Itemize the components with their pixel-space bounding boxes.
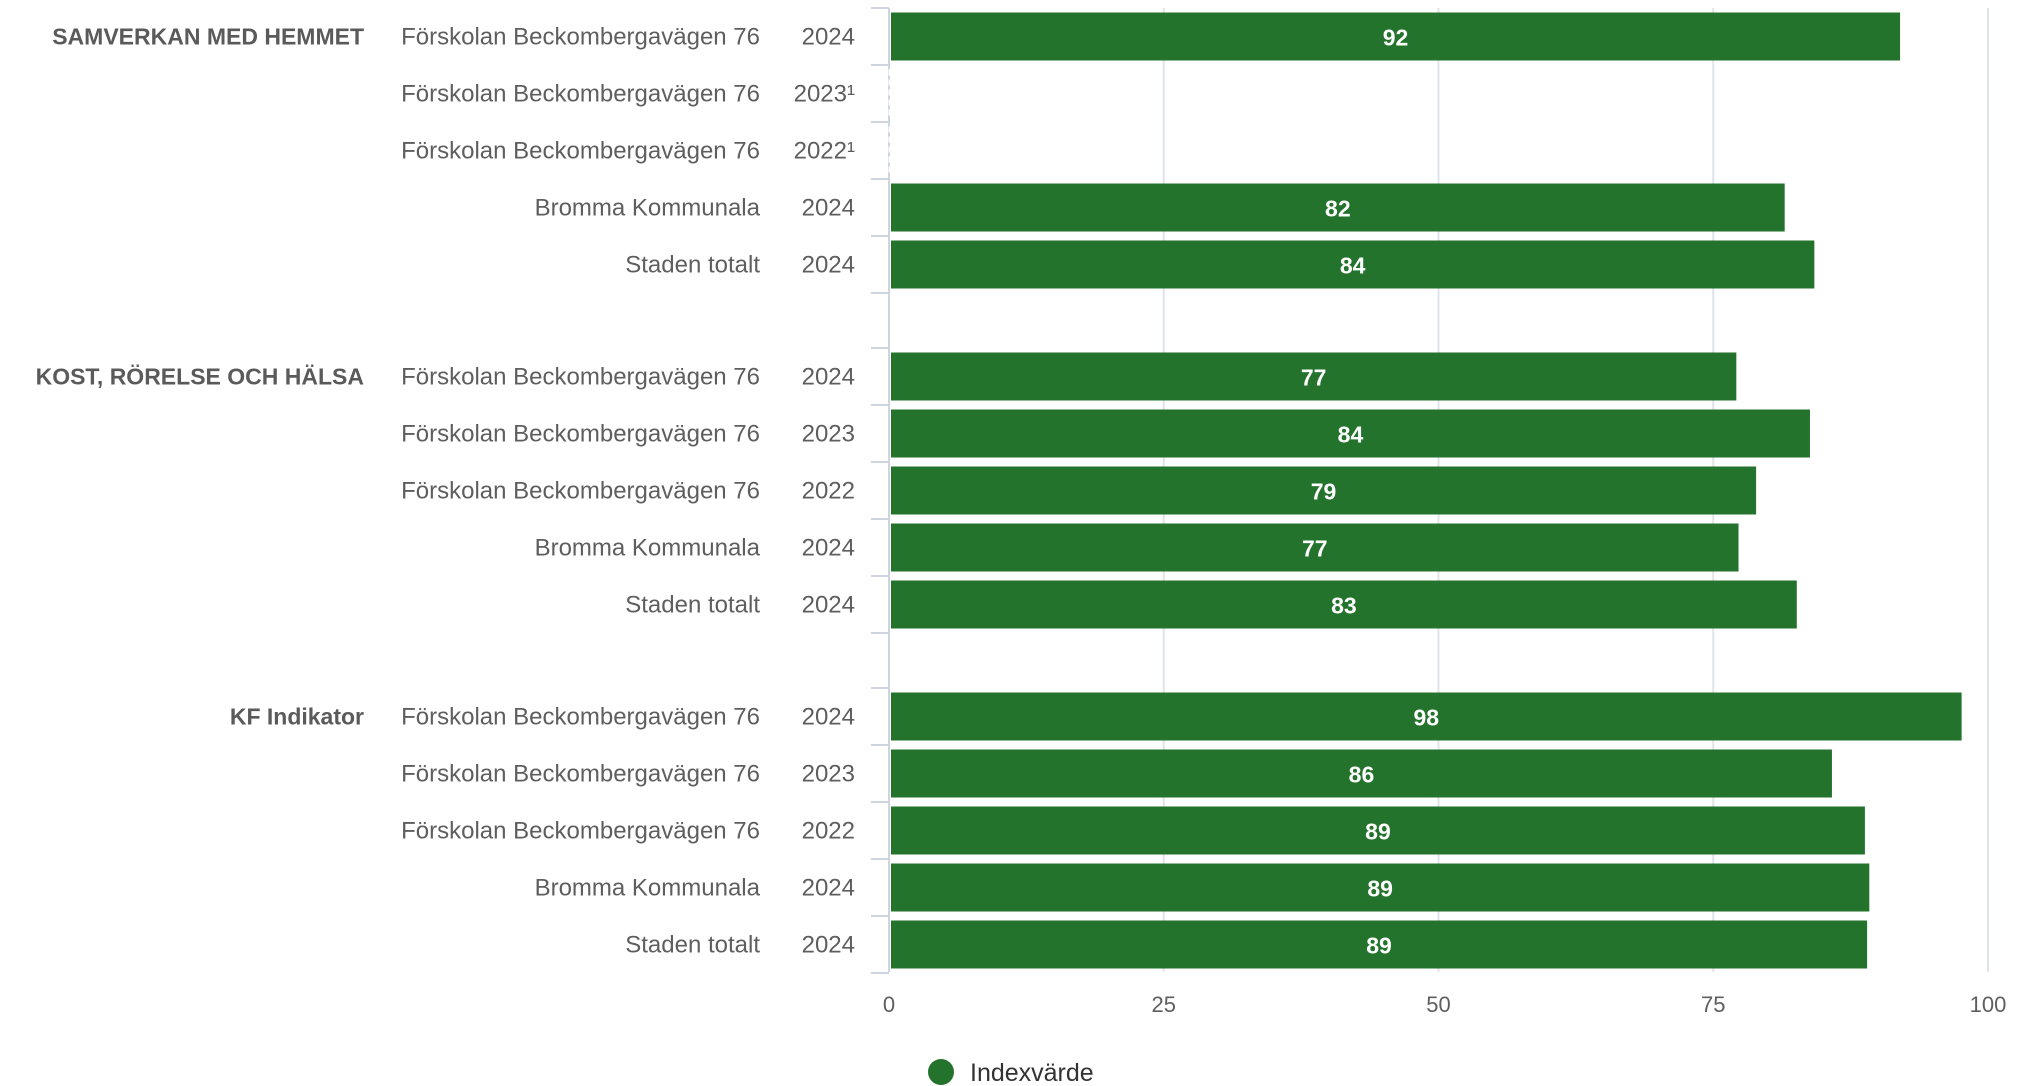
row-label-g0-r4: Staden totalt <box>625 252 760 279</box>
year-label-g1-r3: 2024 <box>802 535 855 562</box>
bar-g2-r0[interactable] <box>891 692 1962 741</box>
row-label-g2-r0: Förskolan Beckombergavägen 76 <box>401 704 760 731</box>
legend-label-indexvarde[interactable]: Indexvärde <box>970 1059 1094 1086</box>
bar-g0-r3[interactable] <box>891 183 1785 232</box>
category-axis <box>871 7 890 974</box>
bar-g2-r3[interactable] <box>891 863 1870 912</box>
group-label-1: KOST, RÖRELSE OCH HÄLSA <box>36 364 364 390</box>
year-label-g1-r4: 2024 <box>802 592 855 619</box>
year-label-g2-r0: 2024 <box>802 704 855 731</box>
bar-value-label-g1-r3: 77 <box>1302 536 1328 562</box>
bar-value-label-g2-r3: 89 <box>1367 876 1393 902</box>
year-label-g0-r4: 2024 <box>802 252 855 279</box>
x-tick-label-100: 100 <box>1970 992 2007 1017</box>
bar-value-label-g1-r2: 79 <box>1311 479 1337 505</box>
bar-value-label-g1-r4: 83 <box>1331 593 1357 619</box>
x-tick-label-25: 25 <box>1152 992 1176 1017</box>
year-label-g0-r3: 2024 <box>802 195 855 222</box>
bar-value-label-g0-r0: 92 <box>1383 25 1409 51</box>
year-label-g1-r0: 2024 <box>802 364 855 391</box>
legend-dot-indexvarde[interactable] <box>928 1059 954 1085</box>
group-label-0: SAMVERKAN MED HEMMET <box>52 24 364 50</box>
group-label-2: KF Indikator <box>230 704 364 730</box>
year-label-g1-r1: 2023 <box>802 421 855 448</box>
bar-g0-r4[interactable] <box>891 240 1815 289</box>
bar-g0-r0[interactable] <box>891 12 1901 61</box>
bar-g1-r4[interactable] <box>891 580 1797 629</box>
year-label-g0-r0: 2024 <box>802 24 855 51</box>
bar-value-label-g1-r0: 77 <box>1301 365 1327 391</box>
x-tick-label-0: 0 <box>883 992 895 1017</box>
row-label-g0-r1: Förskolan Beckombergavägen 76 <box>401 81 760 108</box>
bar-g2-r1[interactable] <box>891 749 1832 798</box>
bars: 92 82 84 77 84 79 77 83 98 86 89 89 89 <box>888 12 1962 969</box>
bar-g1-r1[interactable] <box>891 409 1810 458</box>
bar-g1-r0[interactable] <box>891 352 1737 401</box>
x-tick-label-50: 50 <box>1426 992 1450 1017</box>
row-label-g2-r3: Bromma Kommunala <box>535 875 761 902</box>
year-label-g2-r3: 2024 <box>802 875 855 902</box>
bar-g1-r2[interactable] <box>891 466 1757 515</box>
bar-value-label-g2-r2: 89 <box>1365 819 1391 845</box>
year-label-g2-r4: 2024 <box>802 932 855 959</box>
row-label-g0-r2: Förskolan Beckombergavägen 76 <box>401 138 760 165</box>
row-label-g2-r1: Förskolan Beckombergavägen 76 <box>401 761 760 788</box>
bar-g1-r3[interactable] <box>891 523 1739 572</box>
bar-value-label-g2-r0: 98 <box>1414 705 1440 731</box>
year-label-g1-r2: 2022 <box>802 478 855 505</box>
legend[interactable]: Indexvärde <box>928 1059 1094 1086</box>
row-label-g2-r2: Förskolan Beckombergavägen 76 <box>401 818 760 845</box>
x-tick-label-75: 75 <box>1701 992 1725 1017</box>
x-axis-ticks: 0 25 50 75 100 <box>883 992 2006 1017</box>
row-label-g1-r2: Förskolan Beckombergavägen 76 <box>401 478 760 505</box>
row-label-g0-r0: Förskolan Beckombergavägen 76 <box>401 24 760 51</box>
row-label-g1-r4: Staden totalt <box>625 592 760 619</box>
bar-g2-r2[interactable] <box>891 806 1865 855</box>
bar-value-label-g0-r4: 84 <box>1340 253 1366 279</box>
year-label-g2-r2: 2022 <box>802 818 855 845</box>
category-labels: 2024 Förskolan Beckombergavägen 76 SAMVERK… <box>36 24 855 959</box>
row-label-g0-r3: Bromma Kommunala <box>535 195 761 222</box>
year-label-g0-r1: 2023¹ <box>794 81 855 108</box>
bar-g2-r4[interactable] <box>891 920 1868 969</box>
row-label-g1-r1: Förskolan Beckombergavägen 76 <box>401 421 760 448</box>
year-label-g2-r1: 2023 <box>802 761 855 788</box>
bar-value-label-g0-r3: 82 <box>1325 196 1351 222</box>
year-label-g0-r2: 2022¹ <box>794 138 855 165</box>
bar-value-label-g1-r1: 84 <box>1338 422 1364 448</box>
bar-value-label-g2-r4: 89 <box>1366 933 1392 959</box>
bar-value-label-g2-r1: 86 <box>1349 762 1375 788</box>
row-label-g1-r3: Bromma Kommunala <box>535 535 761 562</box>
row-label-g1-r0: Förskolan Beckombergavägen 76 <box>401 364 760 391</box>
row-label-g2-r4: Staden totalt <box>625 932 760 959</box>
